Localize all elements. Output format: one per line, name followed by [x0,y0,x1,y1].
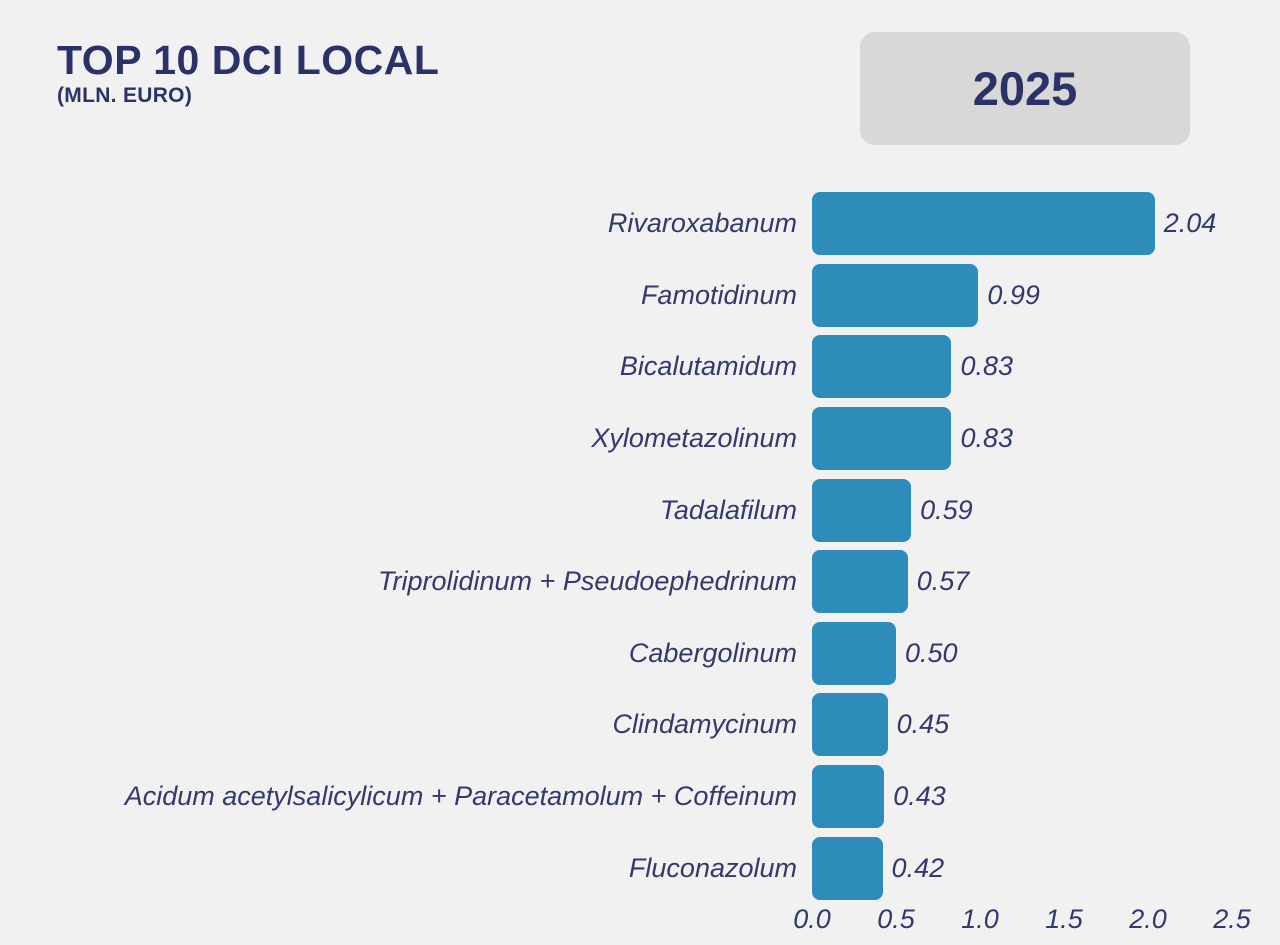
category-label: Acidum acetylsalicylicum + Paracetamolum… [124,781,797,812]
category-label: Bicalutamidum [619,351,797,382]
category-label: Xylometazolinum [591,423,797,454]
page-title: TOP 10 DCI LOCAL [57,37,440,83]
bar-row: Acidum acetylsalicylicum + Paracetamolum… [0,761,1280,833]
bar-row: Fluconazolum 0.42 [0,832,1280,904]
value-label: 0.59 [920,494,973,525]
value-label: 0.57 [916,566,970,597]
bar-chart: Rivaroxabanum 2.04 Famotidinum 0.99 Bicaluta… [0,188,1280,904]
page-subtitle: (MLN. EURO) [57,84,193,107]
category-label: Tadalafilum [659,494,797,525]
year-badge-label: 2025 [972,62,1078,115]
category-label: Rivaroxabanum [607,208,797,239]
bar[interactable] [812,192,1155,256]
value-label: 0.99 [987,279,1040,310]
bar-row: Tadalafilum 0.59 [0,474,1280,546]
bar[interactable] [812,693,888,757]
x-tick-label: 2.5 [1213,904,1251,934]
bar-row: Famotidinum 0.99 [0,260,1280,332]
value-label: 0.45 [896,709,950,740]
category-label: Cabergolinum [628,637,797,668]
value-label: 0.83 [960,423,1013,454]
x-tick-label: 0.5 [877,904,915,934]
bar[interactable] [812,407,952,471]
value-label: 0.42 [891,852,945,883]
category-label: Clindamycinum [612,709,797,740]
bar-row: Xylometazolinum 0.83 [0,403,1280,475]
category-label: Triprolidinum + Pseudoephedrinum [378,566,797,597]
bar-row: Cabergolinum 0.50 [0,618,1280,690]
bar[interactable] [812,263,979,327]
bar-rows: Rivaroxabanum 2.04 Famotidinum 0.99 Bicaluta… [0,188,1280,904]
bar[interactable] [812,765,885,829]
x-tick-label: 0.0 [793,904,831,934]
category-label: Famotidinum [640,279,797,310]
x-axis: 0.0 0.5 1.0 1.5 2.0 2.5 [0,904,1280,944]
bar[interactable] [812,836,883,900]
x-tick-label: 1.0 [961,904,999,934]
value-label: 0.50 [905,637,958,668]
bar[interactable] [812,335,952,399]
bar-row: Clindamycinum 0.45 [0,689,1280,761]
bar-row: Rivaroxabanum 2.04 [0,188,1280,260]
bar[interactable] [812,550,908,614]
value-label: 2.04 [1163,208,1217,239]
value-label: 0.83 [960,351,1013,382]
value-label: 0.43 [893,781,946,812]
bar[interactable] [812,621,896,685]
chart-header: TOP 10 DCI LOCAL (MLN. EURO) [57,40,439,108]
year-badge[interactable]: 2025 [860,32,1190,145]
bar-row: Triprolidinum + Pseudoephedrinum 0.57 [0,546,1280,618]
x-tick-label: 2.0 [1129,904,1167,934]
bar-row: Bicalutamidum 0.83 [0,331,1280,403]
bar[interactable] [812,478,912,542]
x-tick-label: 1.5 [1045,904,1083,934]
category-label: Fluconazolum [628,852,797,883]
